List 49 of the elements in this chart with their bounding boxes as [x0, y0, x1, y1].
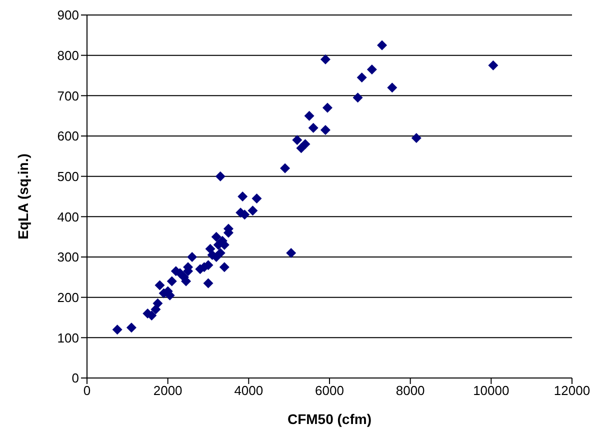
point — [248, 206, 258, 216]
y-tick-label: 800 — [57, 48, 79, 63]
x-axis-title: CFM50 (cfm) — [287, 411, 372, 427]
point — [112, 324, 122, 335]
y-tick-label: 100 — [57, 330, 79, 346]
point — [211, 232, 222, 242]
y-tick-label: 900 — [57, 8, 79, 23]
y-tick-label: 200 — [57, 290, 79, 305]
point — [300, 139, 310, 150]
point — [387, 82, 398, 93]
x-tick-label: 10000 — [473, 383, 510, 398]
x-tick-label: 2000 — [153, 383, 182, 398]
point — [292, 135, 302, 146]
y-tick-label: 700 — [57, 88, 79, 104]
point — [280, 163, 290, 174]
y-tick-label: 500 — [57, 168, 79, 184]
point — [286, 248, 296, 258]
x-tick-label: 6000 — [315, 383, 344, 398]
point — [377, 40, 388, 50]
point — [488, 60, 498, 70]
x-tick-label: 4000 — [234, 383, 264, 398]
point — [166, 276, 177, 286]
y-tick-label: 600 — [57, 128, 79, 144]
point — [320, 124, 330, 135]
y-axis-title: EqLA (sq.in.) — [14, 154, 31, 240]
point — [352, 92, 363, 103]
point — [304, 110, 314, 121]
y-tick-label: 300 — [57, 250, 79, 265]
point — [215, 171, 226, 182]
point — [320, 54, 330, 64]
x-tick-label: 0 — [83, 383, 91, 398]
point — [126, 322, 136, 333]
point — [215, 248, 226, 258]
point — [154, 280, 165, 290]
x-tick-label: 8000 — [396, 383, 425, 398]
point — [322, 102, 332, 113]
point — [152, 298, 163, 308]
y-tick-label: 400 — [57, 209, 79, 224]
point — [203, 278, 214, 288]
y-tick-label: 0 — [72, 370, 79, 386]
point — [411, 133, 422, 144]
point — [219, 262, 230, 272]
point — [308, 122, 318, 133]
point — [356, 72, 367, 83]
point — [252, 194, 262, 204]
x-tick-label: 12000 — [554, 383, 590, 398]
point — [238, 192, 248, 202]
point — [187, 252, 198, 262]
point — [366, 64, 377, 74]
